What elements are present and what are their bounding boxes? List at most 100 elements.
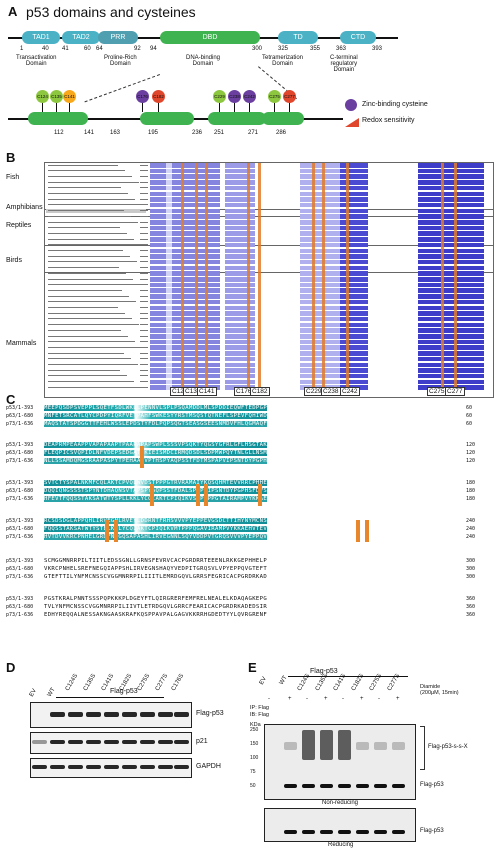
alignment-block [340,208,368,214]
domain-boundary-number: 355 [310,46,321,52]
residue-number [140,318,148,320]
paralog-sequence: HVTDVVKRCPNHELGRDFNEGQSAPASHLIRVEGNNLSQY… [44,534,268,540]
alignment-block [418,202,484,208]
alignment-block [300,311,340,316]
cysteine-c141: C141 [63,90,76,103]
cysteine-c124: C124 [36,90,49,103]
segment-position: 286 [276,130,287,136]
alignment-block [150,265,220,271]
alignment-block [418,334,484,339]
species-name-text [48,301,136,303]
cysteine-column [346,163,349,391]
species-name-text [48,289,122,291]
alignment-block [340,225,368,231]
blot-band [122,765,137,769]
paralog-cysteine-mark [258,484,262,506]
alignment-block [225,345,255,350]
domain-boundary-number: 40 [42,46,49,52]
species-name-text [48,312,125,314]
group-label-mammals: Mammals [6,340,37,347]
cysteine-stem [219,102,220,112]
blot-band [174,740,189,744]
flag-p53-band [392,784,405,788]
alignment-block [225,299,255,305]
alignment-gap [166,351,172,356]
residue-number [140,181,148,183]
species-name-text [48,164,118,166]
segment-position: 271 [248,130,259,136]
alignment-block [340,373,368,379]
alignment-gap [166,180,172,185]
segment-position: 251 [214,130,225,136]
alignment-block [418,208,484,214]
species-name-text [48,181,139,183]
alignment-block [225,214,255,219]
paralog-sequence: GTEFTTILYNFMCNSSCVGGMNRRPILIIITLEMRDGQVL… [44,574,268,580]
panel-d-header-line [56,697,164,698]
paralog-row-label: p73/1-636 [6,534,34,540]
species-name-text [48,244,141,246]
alignment-block [340,220,368,225]
alignment-block [340,362,368,367]
alignment-block [225,351,255,356]
alignment-block [300,168,340,174]
residue-number [140,238,148,240]
domain-boundary-number: 393 [372,46,383,52]
paralog-cysteine-mark [105,520,109,542]
cysteine-column-label: C275 [427,387,447,396]
alignment-block [300,242,340,248]
alignment-block [418,305,484,310]
paralog-sequence: EDHYREQQALNESSAKNGAASKRAFKQSPPAVPALGAGVK… [44,612,268,618]
alignment-gap [166,254,172,259]
domain-ctd: CTD [340,31,376,44]
residue-number [140,335,148,337]
alignment-block [150,288,220,293]
paralog-row-end: 300 [466,558,476,564]
alignment-block [340,271,368,276]
alignment-block [225,322,255,328]
alignment-block [150,168,220,174]
legend-zinc-marker [345,99,357,111]
alignment-gap [166,185,172,191]
alignment-block [225,316,255,322]
smear-band [374,742,387,750]
paralog-sequence: FQQSSTAKSATWTYSTELKKLYCQIAKTCPIQIKVMTPPP… [44,526,268,532]
species-name-text [48,272,126,274]
alignment-block [150,311,220,316]
alignment-block [225,163,255,168]
alignment-block [225,168,255,174]
paralog-row-end: 300 [466,566,476,572]
cysteine-column [322,163,325,391]
alignment-block [150,356,220,362]
alignment-block [150,316,220,322]
residue-number [140,295,148,297]
cysteine-column [454,163,457,391]
alignment-block [225,379,255,385]
paralog-sequence: DQQIQNGSSSTSPYNTDHAQNSVTAPSPYAQPSSTFDALS… [44,488,268,494]
alignment-block [418,294,484,299]
cysteine-column-label: C182 [250,387,270,396]
cysteine-stem [249,102,250,112]
paralog-row-label: p63/1-680 [6,413,34,419]
paralog-row-end: 120 [466,442,476,448]
alignment-block [225,180,255,185]
domain-boundary-number: 325 [278,46,289,52]
alignment-gap [166,339,172,345]
paralog-row-end: 360 [466,596,476,602]
species-name-text [48,318,132,320]
alignment-block [225,220,255,225]
alignment-block [418,168,484,174]
alignment-block [150,362,220,367]
blot-band [50,740,65,744]
cysteine-column [312,163,315,391]
alignment-block [225,248,255,253]
alignment-gap [166,362,172,367]
alignment-block [150,163,220,168]
alignment-block [225,311,255,316]
panel-a-letter: A [8,4,18,19]
blot-band [140,711,155,717]
cysteine-column [258,163,261,391]
alignment-block [340,351,368,356]
alignment-gap [166,265,172,271]
alignment-gap [166,334,172,339]
